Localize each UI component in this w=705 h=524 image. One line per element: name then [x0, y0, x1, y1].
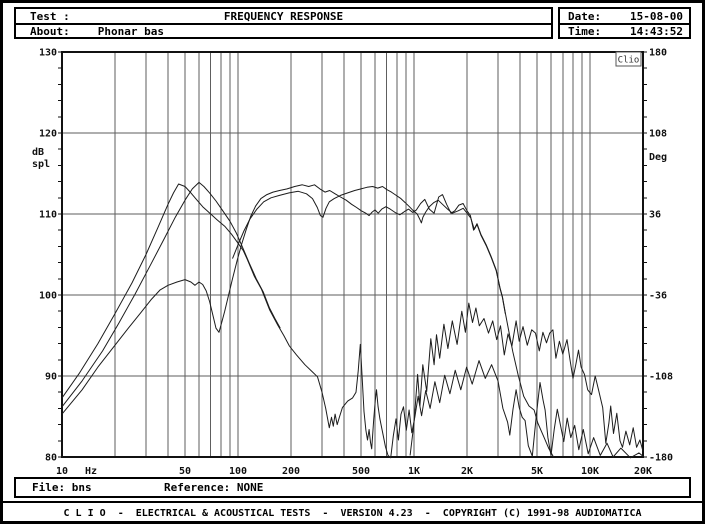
- response-curves: [61, 181, 644, 459]
- reference-value: NONE: [236, 481, 264, 494]
- time-label: Time:: [568, 25, 602, 38]
- curve-noise-trace-upper: [409, 302, 644, 456]
- y-right-axis-title-deg: Deg: [649, 152, 667, 163]
- date-row: Date: 15-08-00: [560, 9, 689, 25]
- y-right-tick-36: 36: [649, 210, 661, 221]
- x-tick-50: 50: [179, 466, 191, 477]
- file-name: bns: [71, 481, 92, 494]
- x-tick-200: 200: [282, 466, 300, 477]
- x-tick-500: 500: [352, 466, 370, 477]
- y-left-tick-120: 120: [39, 129, 57, 140]
- x-tick-20K: 20K: [634, 466, 652, 477]
- file-value: [65, 481, 72, 494]
- file-label: File:: [32, 481, 66, 494]
- y-left-tick-100: 100: [39, 291, 57, 302]
- y-left-tick-90: 90: [45, 372, 57, 383]
- x-tick-1K: 1K: [408, 466, 420, 477]
- y-left-tick-130: 130: [39, 48, 57, 59]
- y-right-tick--36: -36: [649, 291, 667, 302]
- curve-response-notch-75Hz-plateau-rolloff-2K: [61, 184, 554, 458]
- y-right-tick--108: -108: [649, 372, 673, 383]
- clio-watermark-text: Clio: [618, 56, 640, 66]
- x-tick-2K: 2K: [461, 466, 473, 477]
- header-about-row: About: Phonar bas: [16, 25, 551, 38]
- x-axis-title-hz: Hz: [85, 466, 97, 477]
- clio-watermark-box: [615, 51, 642, 67]
- y-right-tick-180: 180: [649, 48, 667, 59]
- x-tick-10: 10: [56, 466, 68, 477]
- time-value: 14:43:52: [630, 25, 683, 38]
- y-left-axis-title-db: dB: [32, 147, 44, 158]
- file-reference-bar: File: bns Reference: NONE: [14, 477, 691, 498]
- curve-response-hump-60Hz: [61, 181, 281, 408]
- time-row: Time: 14:43:52: [560, 25, 689, 38]
- test-label: Test :: [30, 9, 70, 23]
- date-label: Date:: [568, 9, 602, 23]
- x-tick-10K: 10K: [581, 466, 599, 477]
- y-left-tick-80: 80: [45, 453, 57, 464]
- footer-text: C L I O - ELECTRICAL & ACOUSTICAL TESTS …: [63, 507, 642, 519]
- header-datetime-box: Date: 15-08-00 Time: 14:43:52: [558, 7, 691, 39]
- curve-response-second-plateau: [232, 186, 506, 314]
- x-tick-5K: 5K: [531, 466, 543, 477]
- about-label: About:: [30, 25, 70, 38]
- date-value: 15-08-00: [630, 9, 683, 23]
- header-test-row: Test : FREQUENCY RESPONSE: [16, 9, 551, 25]
- y-right-tick--180: -180: [649, 453, 673, 464]
- y-right-tick-108: 108: [649, 129, 667, 140]
- curve-response-hump-46Hz-and-noise-floor: [61, 183, 644, 459]
- footer-status-bar: C L I O - ELECTRICAL & ACOUSTICAL TESTS …: [3, 501, 702, 523]
- y-left-axis-title-spl: spl: [32, 159, 50, 170]
- page-title: FREQUENCY RESPONSE: [223, 9, 344, 23]
- x-tick-100: 100: [229, 466, 247, 477]
- grid-lines: [62, 52, 643, 457]
- header-main-box: Test : FREQUENCY RESPONSE About: Phonar …: [14, 7, 553, 39]
- y-left-tick-110: 110: [39, 210, 57, 221]
- plot-border: [61, 51, 644, 458]
- reference-label: Reference: NONE: [164, 481, 264, 494]
- about-value: Phonar bas: [97, 25, 164, 38]
